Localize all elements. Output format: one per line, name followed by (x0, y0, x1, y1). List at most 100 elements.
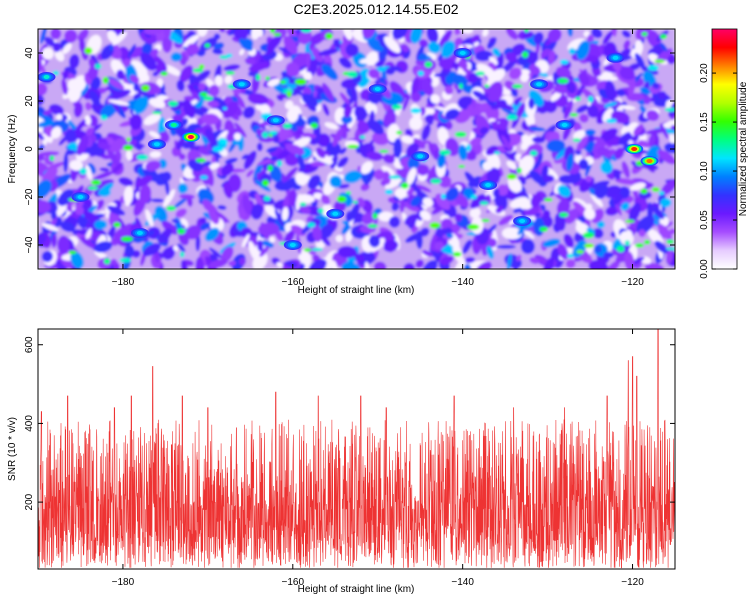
heatmap-speckle (345, 191, 352, 195)
heatmap-texture-blob (416, 164, 430, 176)
heatmap-x-axis-label: Height of straight line (km) (298, 285, 415, 296)
heatmap-texture-blob (221, 246, 234, 262)
heatmap-texture-blob (645, 128, 667, 135)
heatmap-texture-blob (109, 137, 127, 153)
heatmap-texture-blob (182, 139, 196, 150)
heatmap-speckle (151, 111, 163, 115)
heatmap-texture-blob (321, 64, 338, 81)
heatmap-speckle (286, 91, 292, 98)
heatmap-texture-blob (526, 51, 539, 65)
heatmap-texture-blob (246, 169, 254, 178)
heatmap-texture-blob (500, 58, 518, 74)
heatmap-texture-blob (226, 127, 242, 142)
heatmap-texture-blob (505, 52, 518, 63)
heatmap-speckle (347, 144, 359, 149)
x-tick-label: −180 (112, 577, 135, 588)
heatmap-texture-blob (97, 142, 111, 150)
heatmap-texture-blob (660, 119, 675, 129)
heatmap-texture-blob (61, 114, 68, 121)
heatmap-texture-blob (185, 225, 202, 240)
heatmap-speckle (336, 195, 347, 203)
heatmap-texture-blob (602, 30, 614, 45)
heatmap-speckle (219, 138, 228, 145)
heatmap-texture-blob (257, 222, 280, 236)
heatmap-texture-blob (464, 256, 476, 264)
heatmap-speckle (195, 158, 206, 163)
heatmap-speckle (583, 243, 595, 248)
heatmap-texture-blob (383, 110, 397, 127)
heatmap-texture-blob (247, 93, 269, 105)
heatmap-texture-blob (407, 223, 414, 229)
heatmap-texture-blob (445, 233, 454, 239)
heatmap-hotspot (519, 219, 526, 223)
heatmap-texture-blob (62, 69, 69, 80)
heatmap-texture-blob (284, 100, 294, 110)
heatmap-texture-blob (508, 67, 522, 80)
heatmap-speckle (559, 212, 569, 218)
heatmap-texture-blob (628, 77, 636, 97)
heatmap-texture-blob (241, 154, 249, 160)
heatmap-speckle (641, 31, 648, 37)
heatmap-texture-blob (517, 55, 529, 67)
heatmap-texture-blob (38, 151, 60, 157)
heatmap-texture-blob (233, 29, 249, 40)
heatmap-panel: −180 −160 −140 −120 −40 −20 0 20 40 Height of s… (7, 28, 676, 296)
heatmap-texture-blob (486, 245, 494, 260)
heatmap-texture-blob (399, 198, 405, 213)
heatmap-texture-blob (438, 58, 457, 70)
heatmap-hotspot (646, 159, 653, 163)
heatmap-speckle (102, 76, 109, 84)
heatmap-speckle (225, 71, 235, 75)
heatmap-texture-blob (295, 129, 304, 136)
heatmap-texture-blob (605, 260, 621, 269)
heatmap-texture-blob (628, 202, 641, 223)
heatmap-texture-blob (164, 179, 170, 196)
heatmap-texture-blob (151, 198, 165, 203)
heatmap-texture-blob (586, 43, 603, 59)
heatmap-texture-blob (495, 206, 504, 214)
heatmap-y-ticks: −40 −20 0 20 40 (24, 47, 675, 253)
heatmap-texture-blob (487, 237, 497, 248)
heatmap-speckle (666, 239, 675, 245)
heatmap-speckle (658, 191, 665, 196)
heatmap-texture-blob (294, 118, 306, 128)
heatmap-speckle (484, 84, 490, 88)
heatmap-texture-blob (274, 179, 296, 191)
x-tick-label: −120 (621, 577, 644, 588)
heatmap-texture-blob (106, 149, 119, 166)
heatmap-texture-blob (161, 171, 172, 182)
heatmap-texture-blob (38, 58, 43, 75)
heatmap-texture-blob (315, 147, 326, 159)
heatmap-texture-blob (38, 130, 45, 140)
heatmap-texture-blob (208, 247, 223, 259)
heatmap-texture-blob (295, 172, 308, 186)
heatmap-speckle (269, 130, 278, 135)
heatmap-speckle (352, 200, 359, 204)
heatmap-texture-blob (302, 132, 317, 139)
heatmap-texture-blob (199, 217, 207, 224)
heatmap-texture-blob (129, 113, 143, 130)
heatmap-texture-blob (266, 146, 278, 153)
heatmap-texture-blob (434, 241, 444, 251)
heatmap-texture-blob (364, 261, 370, 269)
heatmap-texture-blob (104, 47, 112, 55)
heatmap-texture-blob (163, 64, 182, 76)
heatmap-speckle (475, 71, 485, 76)
heatmap-texture-blob (603, 251, 614, 259)
heatmap-texture-blob (38, 112, 54, 123)
heatmap-texture-blob (576, 104, 589, 114)
heatmap-speckle (410, 107, 422, 114)
heatmap-speckle (664, 107, 675, 112)
heatmap-texture-blob (182, 34, 200, 48)
heatmap-speckle (282, 123, 293, 129)
heatmap-speckle (359, 135, 366, 139)
heatmap-texture-blob (487, 224, 497, 234)
heatmap-texture-blob (467, 72, 479, 83)
heatmap-texture-blob (242, 106, 256, 119)
y-tick-label: −40 (24, 236, 35, 253)
heatmap-texture-blob (555, 66, 572, 79)
heatmap-speckle (279, 80, 287, 84)
heatmap-speckle (226, 53, 233, 58)
heatmap-texture-blob (109, 44, 114, 51)
heatmap-texture-blob (470, 193, 486, 209)
